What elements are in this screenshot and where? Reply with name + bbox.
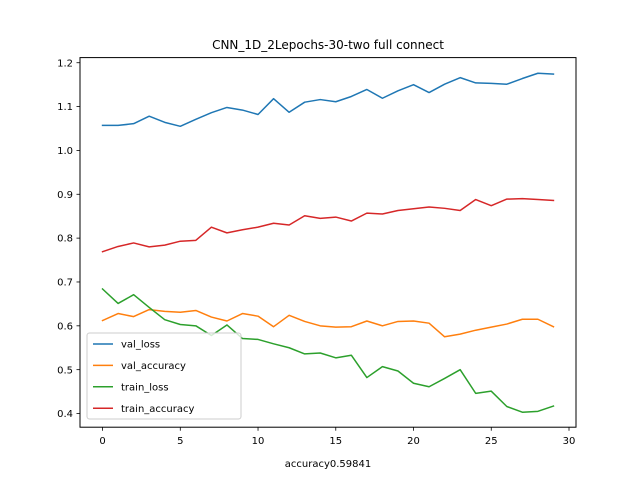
y-tick-label: 1.0 (57, 146, 73, 157)
x-tick-label: 0 (99, 436, 105, 447)
axes-frame (79, 57, 577, 428)
y-tick-label: 1.2 (57, 58, 73, 69)
chart-title: CNN_1D_2Lepochs-30-two full connect (212, 38, 444, 52)
y-tick-label: 0.6 (57, 321, 73, 332)
y-tick-label: 0.5 (57, 365, 73, 376)
x-tick-label: 15 (329, 436, 342, 447)
series-line-train-accuracy (101, 197, 555, 253)
legend-label-val-accuracy: val_accuracy (121, 361, 186, 372)
x-tick-label: 25 (485, 436, 498, 447)
y-tick-label: 0.4 (57, 409, 73, 420)
legend-label-train-accuracy: train_accuracy (121, 404, 194, 415)
x-axis-label: accuracy0.59841 (285, 459, 371, 470)
x-tick-label: 5 (177, 436, 183, 447)
x-tick-label: 10 (252, 436, 265, 447)
plot-area (101, 72, 555, 413)
x-tick-label: 30 (563, 436, 576, 447)
y-tick-label: 0.9 (57, 190, 73, 201)
y-tick-label: 1.1 (57, 102, 73, 113)
legend-label-val-loss: val_loss (121, 340, 160, 351)
legend-box (86, 332, 242, 420)
y-tick-label: 0.8 (57, 234, 73, 245)
y-tick-label: 0.7 (57, 278, 73, 289)
series-line-val-loss (101, 72, 555, 128)
series-line-train-loss (101, 287, 555, 413)
x-tick-label: 20 (407, 436, 420, 447)
legend-label-train-loss: train_loss (121, 382, 169, 393)
legend: val_loss val_accuracy train_loss train_accu… (86, 332, 242, 420)
axis-ticks: 0 5 10 15 20 25 30 0.4 0.5 0.6 0.7 0.8 0.9 1.0 1.1 1.2 (57, 58, 575, 447)
series-line-val-accuracy (101, 308, 555, 338)
